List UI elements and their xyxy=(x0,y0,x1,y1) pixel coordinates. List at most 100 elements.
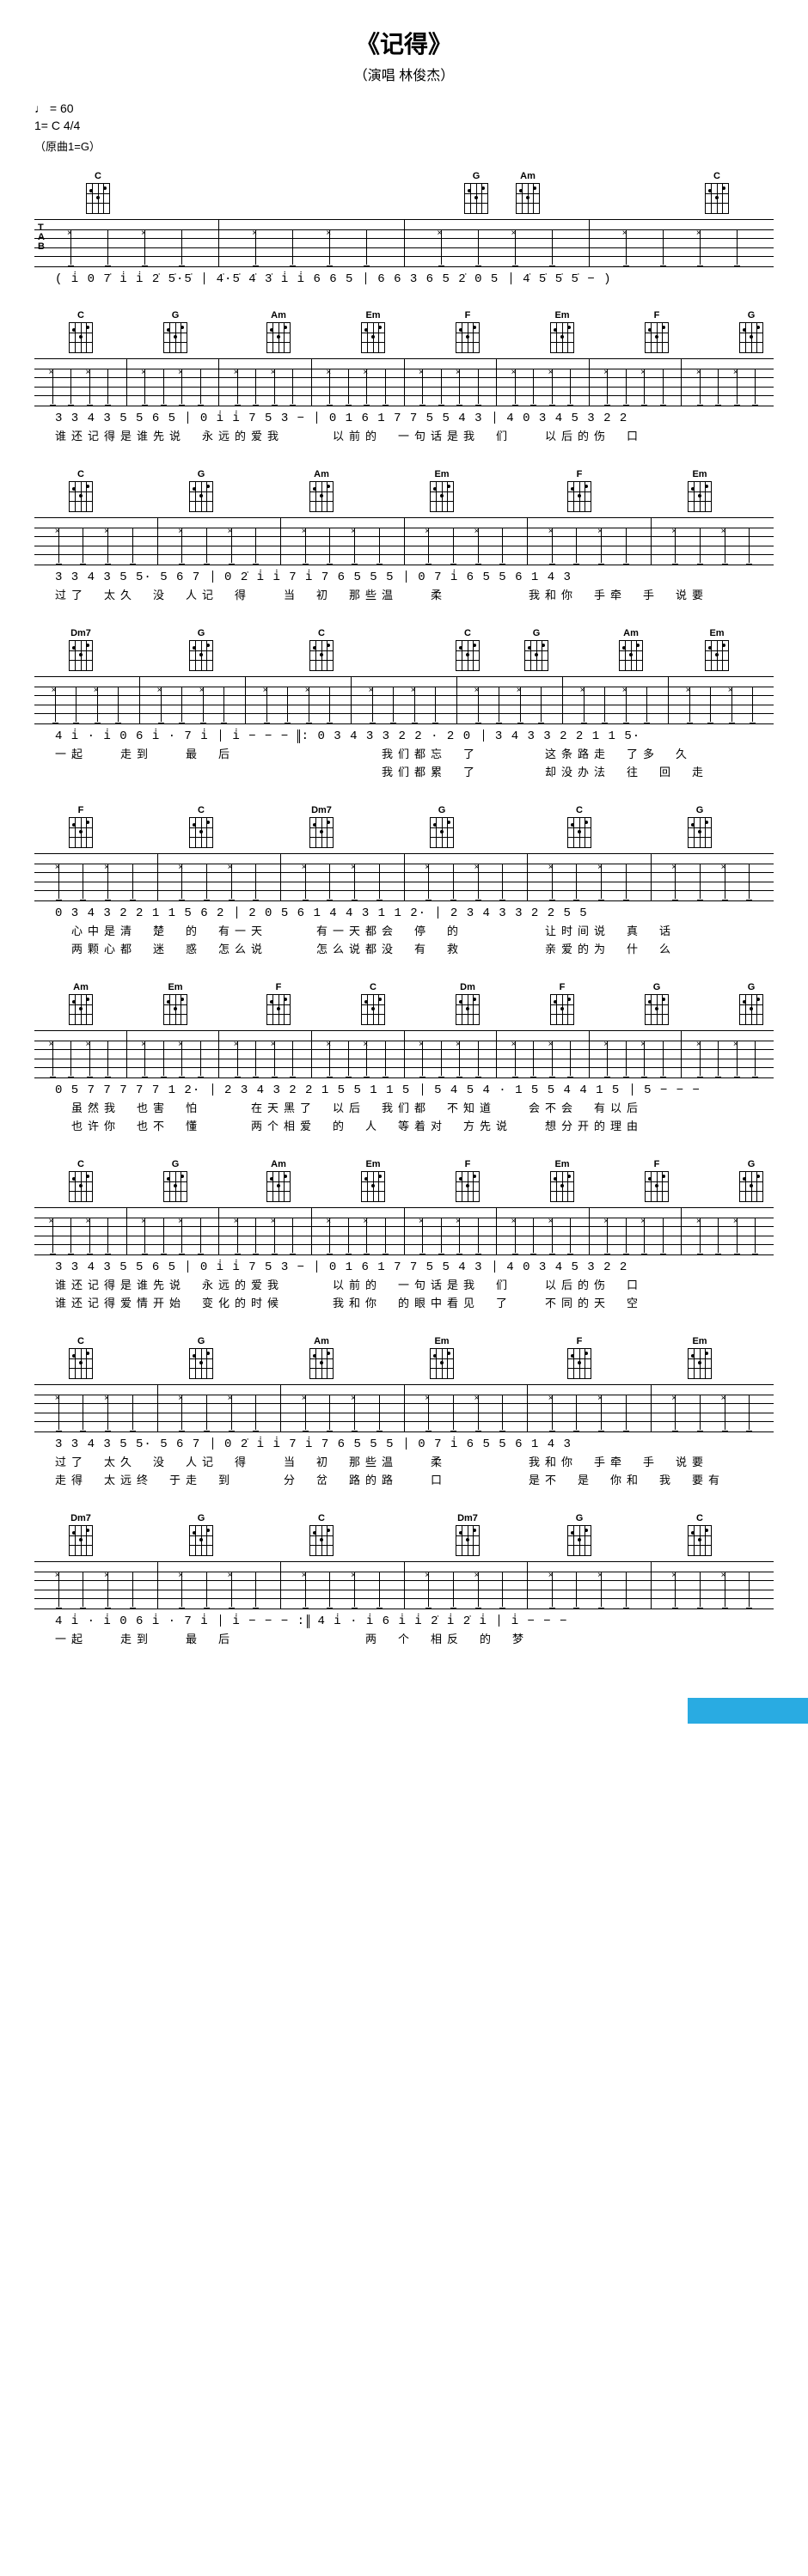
chord-grid xyxy=(430,817,454,848)
chord-diagram-g: G xyxy=(189,1513,213,1556)
chord-diagram-g: G xyxy=(739,310,763,353)
chord-diagram-dm7: Dm7 xyxy=(456,1513,480,1556)
chord-diagram-c: C xyxy=(69,1336,93,1379)
chord-grid xyxy=(645,322,669,353)
chord-diagram-am: Am xyxy=(309,1336,334,1379)
chord-grid xyxy=(189,1525,213,1556)
tab-measure xyxy=(34,1385,158,1431)
chord-label: G xyxy=(748,982,756,992)
strum-mark xyxy=(689,687,690,722)
tab-strum-row xyxy=(34,854,774,900)
strum-mark xyxy=(441,230,442,265)
tab-measure xyxy=(34,359,127,406)
strum-mark xyxy=(601,528,602,563)
chord-label: G xyxy=(198,628,205,638)
chord-grid xyxy=(69,1171,93,1202)
chord-grid xyxy=(69,1525,93,1556)
strum-mark xyxy=(329,369,330,404)
strum-mark xyxy=(478,1218,479,1253)
strum-mark xyxy=(132,1395,133,1430)
tab-measure xyxy=(34,518,158,565)
strum-mark xyxy=(354,1395,355,1430)
strum-mark xyxy=(646,687,647,722)
chord-row: CGAmEmFEm xyxy=(34,1336,774,1381)
chord-diagram-f: F xyxy=(645,1159,669,1202)
strum-mark xyxy=(274,1041,275,1076)
chord-grid xyxy=(550,322,574,353)
numeric-notation: 3 3 4 3 5 5· 5 6 7 0 2̇ i̇ i̇ 7 i̇ 7 6 5… xyxy=(34,1438,774,1451)
strum-mark xyxy=(366,230,367,265)
strum-mark xyxy=(710,687,711,722)
strum-mark xyxy=(552,864,553,899)
chord-diagram-f: F xyxy=(550,982,574,1025)
strum-mark xyxy=(132,1572,133,1607)
strum-mark xyxy=(663,1041,664,1076)
chord-row: CGAmC xyxy=(34,171,774,216)
chord-grid xyxy=(189,640,213,671)
chord-row: AmEmFCDmFGG xyxy=(34,982,774,1027)
lyric-line: 两颗心都 迷 惑 怎么说 怎么说都没 有 救 亲爱的为 什 么 xyxy=(55,940,774,956)
chord-diagram-am: Am xyxy=(69,982,93,1025)
strum-mark xyxy=(749,1395,750,1430)
strum-mark xyxy=(428,864,429,899)
strum-mark xyxy=(453,528,454,563)
chord-label: Dm xyxy=(460,982,475,992)
strum-mark xyxy=(76,687,77,722)
strum-mark xyxy=(144,1218,145,1253)
chord-grid xyxy=(464,183,488,214)
chord-diagram-g: G xyxy=(739,982,763,1025)
strum-mark xyxy=(329,864,330,899)
chord-grid xyxy=(69,817,93,848)
strum-mark xyxy=(255,864,256,899)
chord-diagram-em: Em xyxy=(550,1159,574,1202)
strum-mark xyxy=(541,687,542,722)
chord-grid xyxy=(309,640,334,671)
chord-grid xyxy=(309,1348,334,1379)
strum-mark xyxy=(107,1395,108,1430)
system: Dm7GCDm7GC4 i̇ · i̇ 0 6 i̇ · 7 i̇ i̇ − −… xyxy=(34,1513,774,1648)
chord-diagram-g: G xyxy=(567,1513,591,1556)
strum-mark xyxy=(478,230,479,265)
strum-mark xyxy=(181,369,182,404)
chord-diagram-em: Em xyxy=(361,310,385,353)
strum-mark xyxy=(576,528,577,563)
strum-mark xyxy=(478,864,479,899)
strum-mark xyxy=(58,864,59,899)
strum-mark xyxy=(700,1041,701,1076)
strum-mark xyxy=(478,1572,479,1607)
strum-mark xyxy=(118,687,119,722)
strum-mark xyxy=(200,1041,201,1076)
chord-label: Em xyxy=(554,310,569,320)
strum-mark xyxy=(515,1041,516,1076)
chord-diagram-am: Am xyxy=(266,310,291,353)
chord-grid xyxy=(69,1348,93,1379)
strum-mark xyxy=(422,1218,423,1253)
strum-mark xyxy=(70,1041,71,1076)
chord-grid xyxy=(688,1525,712,1556)
tab-measure xyxy=(312,1208,405,1254)
strum-mark xyxy=(515,1218,516,1253)
strum-mark xyxy=(379,1572,380,1607)
strum-mark xyxy=(700,230,701,265)
strum-mark xyxy=(626,230,627,265)
chord-grid xyxy=(456,640,480,671)
chord-label: C xyxy=(318,1513,325,1523)
strum-mark xyxy=(700,1218,701,1253)
strum-mark xyxy=(428,1395,429,1430)
chord-diagram-dm7: Dm7 xyxy=(69,1513,93,1556)
lyric-block: 一起 走到 最 后 我们都忘 了 这条路走 了多 久 我们都累 了 却没办法 往… xyxy=(34,745,774,781)
strum-mark xyxy=(428,1572,429,1607)
strum-mark xyxy=(144,230,145,265)
strum-mark xyxy=(533,369,534,404)
chord-grid xyxy=(567,817,591,848)
strum-mark xyxy=(441,1218,442,1253)
chord-diagram-em: Em xyxy=(705,628,729,671)
strum-mark xyxy=(675,1395,676,1430)
chord-diagram-em: Em xyxy=(550,310,574,353)
chord-label: G xyxy=(576,1513,584,1523)
chord-label: C xyxy=(696,1513,703,1523)
chord-row: FCDm7GCG xyxy=(34,805,774,850)
strum-mark xyxy=(107,1218,108,1253)
strum-mark xyxy=(292,230,293,265)
tab-measure xyxy=(528,518,652,565)
